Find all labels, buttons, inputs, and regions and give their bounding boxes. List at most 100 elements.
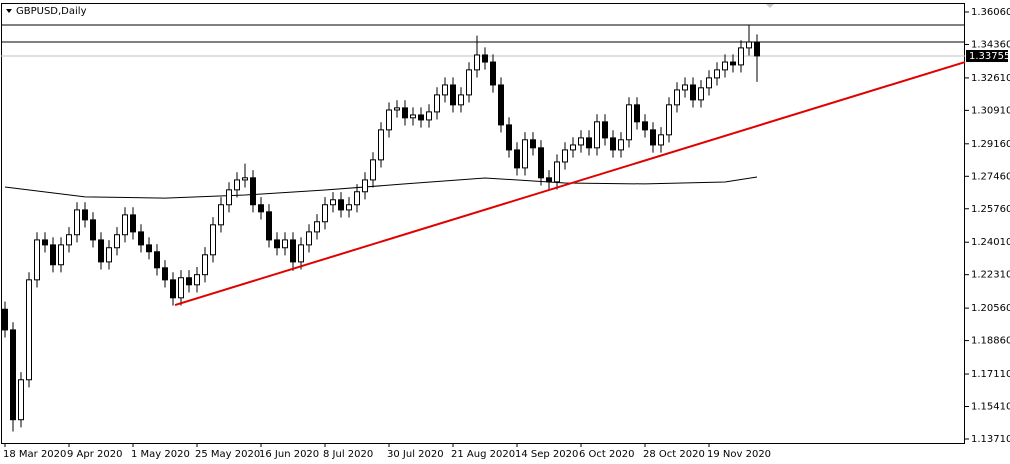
- x-tick-label: 25 May 2020: [195, 449, 260, 460]
- candle-body: [258, 204, 264, 213]
- candle-body: [386, 109, 392, 131]
- x-tick-label: 6 Oct 2020: [579, 449, 634, 460]
- shift-marker: [766, 4, 774, 8]
- x-tick-label: 8 Jul 2020: [323, 449, 373, 460]
- candle-body: [746, 41, 752, 49]
- candle-body: [170, 279, 176, 299]
- candle-body: [610, 137, 616, 151]
- candle-body: [674, 89, 680, 106]
- candle-body: [322, 204, 328, 223]
- candle-body: [306, 231, 312, 246]
- candle-body: [250, 177, 256, 206]
- candle-body: [346, 204, 352, 211]
- y-tick-label: 1.20560: [971, 303, 1010, 314]
- y-tick-label: 1.29160: [971, 139, 1010, 150]
- candle-body: [218, 204, 224, 226]
- candle-body: [722, 61, 728, 71]
- y-tick-label: 1.36060: [971, 7, 1010, 18]
- x-tick-label: 18 Mar 2020: [3, 449, 66, 460]
- candle-body: [146, 244, 152, 253]
- candle-body: [466, 69, 472, 96]
- candle-body: [330, 199, 336, 206]
- candle-body: [754, 41, 760, 57]
- candle-body: [522, 139, 528, 169]
- candle-body: [66, 234, 72, 246]
- candle-body: [658, 134, 664, 146]
- candle-body: [490, 61, 496, 86]
- candle-body: [90, 219, 96, 241]
- candle-body: [378, 129, 384, 161]
- x-tick-label: 14 Sep 2020: [515, 449, 578, 460]
- candle-body: [506, 124, 512, 151]
- candle-body: [26, 279, 32, 381]
- candle-body: [178, 277, 184, 299]
- x-tick-label: 9 Apr 2020: [67, 449, 122, 460]
- candle-body: [298, 244, 304, 263]
- trendline: [174, 61, 966, 307]
- candle-body: [138, 231, 144, 246]
- candle-body: [194, 274, 200, 286]
- candle-body: [338, 199, 344, 211]
- candle-body: [130, 214, 136, 233]
- candle-body: [538, 147, 544, 179]
- candle-body: [314, 221, 320, 233]
- candle-body: [106, 247, 112, 263]
- candle-body: [50, 244, 56, 266]
- candle-body: [290, 239, 296, 263]
- candle-body: [242, 177, 248, 181]
- candle-body: [226, 189, 232, 206]
- candle-body: [18, 379, 24, 421]
- candle-body: [514, 149, 520, 169]
- candle-body: [698, 87, 704, 101]
- candle-body: [98, 239, 104, 263]
- candle-body: [234, 179, 240, 191]
- x-tick-label: 16 Jun 2020: [259, 449, 319, 460]
- candle-body: [82, 209, 88, 221]
- y-tick-label: 1.17110: [971, 369, 1010, 380]
- candle-body: [618, 139, 624, 151]
- x-tick-label: 28 Oct 2020: [643, 449, 705, 460]
- y-tick-label: 1.13710: [971, 434, 1010, 445]
- candle-body: [554, 161, 560, 183]
- candle-body: [626, 104, 632, 141]
- candle-body: [714, 69, 720, 79]
- candle-body: [418, 114, 424, 121]
- candle-body: [42, 239, 48, 246]
- candle-body: [34, 239, 40, 281]
- candle-body: [122, 214, 128, 236]
- y-tick-label: 1.34360: [971, 39, 1010, 50]
- last-price-label: 1.33755: [969, 51, 1010, 62]
- candle-body: [634, 104, 640, 123]
- candle-body: [210, 224, 216, 256]
- candle-body: [434, 94, 440, 113]
- candle-body: [10, 329, 16, 421]
- menu-arrow[interactable]: [6, 9, 12, 13]
- candle-body: [706, 77, 712, 89]
- candle-body: [2, 308, 8, 331]
- candle-body: [402, 107, 408, 119]
- candle-body: [594, 121, 600, 149]
- y-tick-label: 1.27460: [971, 171, 1010, 182]
- candle-body: [586, 137, 592, 149]
- candle-body: [186, 277, 192, 286]
- y-tick-label: 1.18860: [971, 336, 1010, 347]
- x-tick-label: 30 Jul 2020: [387, 449, 444, 460]
- candle-body: [362, 179, 368, 193]
- candle-body: [498, 84, 504, 126]
- candle-body: [738, 47, 744, 66]
- candle-body: [458, 94, 464, 106]
- candle-body: [154, 251, 160, 269]
- candle-body: [114, 234, 120, 249]
- y-tick-label: 1.22310: [971, 270, 1010, 281]
- x-tick-label: 19 Nov 2020: [707, 449, 771, 460]
- candle-body: [666, 104, 672, 136]
- candle-body: [282, 239, 288, 249]
- candle-body: [354, 191, 360, 206]
- candle-body: [690, 84, 696, 101]
- candle-body: [266, 211, 272, 241]
- candle-body: [530, 139, 536, 149]
- chart-title: GBPUSD,Daily: [16, 6, 87, 17]
- candle-body: [682, 84, 688, 91]
